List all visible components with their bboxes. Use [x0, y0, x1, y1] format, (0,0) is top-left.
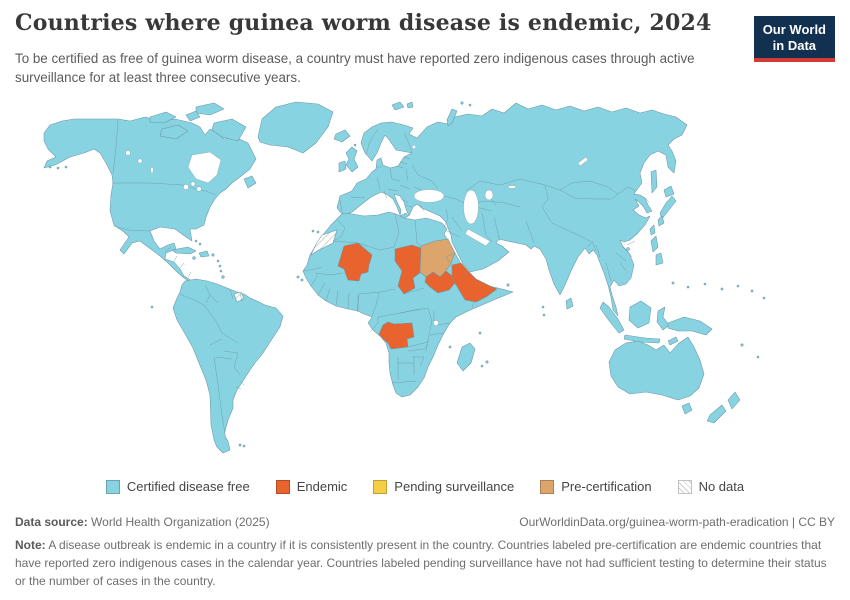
country-shape[interactable] [211, 118, 247, 142]
country-shape[interactable] [667, 336, 679, 346]
country-shape[interactable] [333, 129, 351, 143]
legend-item-certified[interactable]: Certified disease free [105, 479, 250, 494]
legend-swatch-nodata [677, 479, 692, 494]
legend-swatch-precertification [540, 479, 555, 494]
page-title: Countries where guinea worm disease is e… [15, 10, 712, 36]
country-shape[interactable] [391, 101, 405, 111]
country-shape[interactable] [195, 102, 225, 116]
country-shape[interactable] [338, 160, 347, 173]
legend-swatch-endemic [275, 479, 290, 494]
country-shape[interactable] [43, 116, 257, 289]
map-water-group [125, 144, 589, 326]
data-source-label: Data source: [15, 515, 88, 529]
country-shape[interactable] [650, 169, 658, 194]
country-shape[interactable] [608, 336, 705, 401]
country-shape[interactable] [243, 175, 257, 189]
country-shape[interactable] [171, 246, 197, 255]
country-shape[interactable] [451, 262, 498, 303]
legend-item-precertification[interactable]: Pre-certification [540, 479, 652, 494]
country-shape[interactable] [667, 316, 713, 336]
data-source-value: World Health Organization (2025) [87, 515, 270, 529]
country-shape[interactable] [336, 102, 688, 317]
country-shape[interactable] [446, 108, 458, 127]
country-shape[interactable] [659, 195, 677, 220]
country-shape[interactable] [394, 244, 422, 295]
legend-label: Pending surveillance [394, 479, 515, 494]
country-shape[interactable] [681, 402, 693, 415]
legend-item-nodata[interactable]: No data [677, 479, 745, 494]
map-islands-group [48, 101, 766, 448]
country-shape[interactable] [149, 111, 177, 124]
owid-logo-line1: Our World [762, 22, 826, 37]
country-shape[interactable] [628, 300, 652, 329]
legend-item-endemic[interactable]: Endemic [275, 479, 348, 494]
country-shape[interactable] [257, 101, 334, 154]
chart-subtitle: To be certified as free of guinea worm d… [15, 51, 695, 86]
world-choropleth-map [0, 95, 850, 473]
country-shape[interactable] [649, 224, 656, 236]
country-shape[interactable] [706, 404, 727, 424]
map-highlight-group [233, 229, 498, 350]
legend-label: Pre-certification [561, 479, 652, 494]
country-shape[interactable] [623, 334, 661, 344]
map-land-group [43, 101, 741, 454]
chart-note: Note: A disease outbreak is endemic in a… [15, 536, 835, 590]
country-shape[interactable] [727, 391, 741, 410]
owid-logo-line2: in Data [772, 37, 817, 53]
country-shape[interactable] [185, 110, 201, 122]
country-shape[interactable] [198, 250, 210, 258]
map-borders-group [112, 119, 650, 441]
country-shape[interactable] [310, 229, 338, 256]
country-shape[interactable] [656, 306, 670, 331]
country-shape[interactable] [172, 278, 284, 454]
legend-label: Certified disease free [126, 479, 250, 494]
country-shape[interactable] [599, 301, 625, 334]
chart-footer: Data source: World Health Organization (… [15, 515, 835, 590]
country-shape[interactable] [406, 101, 414, 109]
legend-label: Endemic [296, 479, 348, 494]
map-svg [43, 101, 766, 454]
note-label: Note: [15, 538, 46, 552]
country-shape[interactable] [663, 185, 675, 198]
legend-swatch-certified [105, 479, 120, 494]
owid-logo[interactable]: Our World in Data [753, 16, 835, 63]
country-shape[interactable] [337, 242, 373, 282]
map-legend: Certified disease free Endemic Pending s… [0, 479, 850, 494]
country-shape[interactable] [159, 124, 189, 140]
country-shape[interactable] [456, 342, 476, 372]
legend-swatch-pending [373, 479, 388, 494]
country-shape[interactable] [650, 235, 659, 253]
legend-label: No data [698, 479, 745, 494]
owid-url-link[interactable]: OurWorldinData.org/guinea-worm-path-erad… [519, 515, 835, 529]
country-shape[interactable] [565, 297, 574, 310]
note-text: A disease outbreak is endemic in a count… [15, 538, 827, 588]
country-shape[interactable] [345, 146, 359, 173]
data-source: Data source: World Health Organization (… [15, 515, 270, 529]
legend-item-pending[interactable]: Pending surveillance [373, 479, 514, 494]
country-shape[interactable] [657, 215, 665, 227]
country-shape[interactable] [655, 252, 664, 266]
country-shape[interactable] [378, 321, 415, 350]
